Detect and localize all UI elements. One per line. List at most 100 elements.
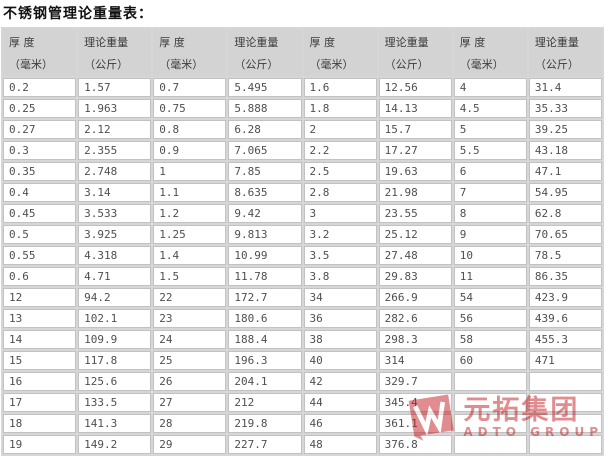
cell-weight: 4.71 — [78, 267, 152, 286]
cell-weight: 219.8 — [228, 414, 302, 433]
cell-thickness: 4.5 — [453, 99, 527, 118]
cell-weight: 109.9 — [78, 330, 152, 349]
cell-thickness: 42 — [303, 372, 377, 391]
cell-thickness: 34 — [303, 288, 377, 307]
table-row: 12 94.2 22 172.7 34 266.9 54 423.9 — [3, 288, 602, 307]
cell-thickness: 44 — [303, 393, 377, 412]
cell-thickness: 25 — [153, 351, 227, 370]
cell-weight: 2.12 — [78, 120, 152, 139]
table-row: 15 117.8 25 196.3 40 314 60 471 — [3, 351, 602, 370]
cell-thickness: 56 — [453, 309, 527, 328]
cell-weight: 12.56 — [378, 78, 452, 97]
cell-weight: 149.2 — [78, 435, 152, 454]
cell-weight: 314 — [378, 351, 452, 370]
cell-weight: 1.963 — [78, 99, 152, 118]
cell-thickness: 26 — [153, 372, 227, 391]
cell-thickness: 8 — [453, 204, 527, 223]
column-header: 厚 度（毫米） — [153, 29, 227, 76]
cell-weight: 15.7 — [378, 120, 452, 139]
cell-weight: 204.1 — [228, 372, 302, 391]
cell-thickness: 3.8 — [303, 267, 377, 286]
cell-thickness: 16 — [3, 372, 77, 391]
cell-thickness: 24 — [153, 330, 227, 349]
cell-weight: 471 — [528, 351, 602, 370]
cell-thickness: 5.5 — [453, 141, 527, 160]
cell-weight: 70.65 — [528, 225, 602, 244]
cell-weight: 227.7 — [228, 435, 302, 454]
cell-thickness: 23 — [153, 309, 227, 328]
cell-weight: 39.25 — [528, 120, 602, 139]
cell-weight — [528, 435, 602, 454]
cell-weight: 25.12 — [378, 225, 452, 244]
table-row: 0.4 3.14 1.1 8.635 2.8 21.98 7 54.95 — [3, 183, 602, 202]
column-header: 理论重量 （公斤） — [228, 29, 302, 76]
cell-weight: 117.8 — [78, 351, 152, 370]
cell-weight: 23.55 — [378, 204, 452, 223]
cell-thickness: 5 — [453, 120, 527, 139]
cell-thickness — [453, 414, 527, 433]
cell-weight: 10.99 — [228, 246, 302, 265]
cell-thickness: 0.27 — [3, 120, 77, 139]
cell-weight: 7.065 — [228, 141, 302, 160]
cell-weight: 29.83 — [378, 267, 452, 286]
cell-thickness: 18 — [3, 414, 77, 433]
table-row: 17 133.5 27 212 44 345.4 — [3, 393, 602, 412]
cell-weight: 17.27 — [378, 141, 452, 160]
cell-thickness: 0.6 — [3, 267, 77, 286]
cell-thickness: 0.25 — [3, 99, 77, 118]
cell-thickness: 2.2 — [303, 141, 377, 160]
cell-thickness: 2 — [303, 120, 377, 139]
cell-thickness: 3.5 — [303, 246, 377, 265]
cell-weight: 423.9 — [528, 288, 602, 307]
cell-thickness: 19 — [3, 435, 77, 454]
cell-weight: 5.888 — [228, 99, 302, 118]
cell-weight: 5.495 — [228, 78, 302, 97]
cell-weight: 19.63 — [378, 162, 452, 181]
cell-weight: 439.6 — [528, 309, 602, 328]
cell-weight: 361.1 — [378, 414, 452, 433]
table-row: 0.35 2.748 1 7.85 2.5 19.63 6 47.1 — [3, 162, 602, 181]
cell-thickness: 1.1 — [153, 183, 227, 202]
cell-weight: 27.48 — [378, 246, 452, 265]
cell-thickness: 60 — [453, 351, 527, 370]
cell-thickness: 3 — [303, 204, 377, 223]
cell-thickness — [453, 372, 527, 391]
cell-weight: 298.3 — [378, 330, 452, 349]
column-header: 理论重量 （公斤） — [528, 29, 602, 76]
cell-thickness: 9 — [453, 225, 527, 244]
cell-weight: 2.748 — [78, 162, 152, 181]
cell-thickness: 46 — [303, 414, 377, 433]
cell-weight: 9.813 — [228, 225, 302, 244]
cell-weight: 125.6 — [78, 372, 152, 391]
cell-weight: 282.6 — [378, 309, 452, 328]
cell-thickness: 0.5 — [3, 225, 77, 244]
cell-weight — [528, 372, 602, 391]
cell-weight: 345.4 — [378, 393, 452, 412]
cell-thickness — [453, 393, 527, 412]
cell-thickness: 38 — [303, 330, 377, 349]
cell-thickness: 1 — [153, 162, 227, 181]
cell-weight: 9.42 — [228, 204, 302, 223]
table-row: 16 125.6 26 204.1 42 329.7 — [3, 372, 602, 391]
cell-thickness: 17 — [3, 393, 77, 412]
cell-thickness: 4 — [453, 78, 527, 97]
cell-weight: 102.1 — [78, 309, 152, 328]
cell-thickness: 28 — [153, 414, 227, 433]
cell-thickness: 1.25 — [153, 225, 227, 244]
cell-thickness: 40 — [303, 351, 377, 370]
cell-thickness: 2.5 — [303, 162, 377, 181]
cell-thickness: 0.9 — [153, 141, 227, 160]
cell-weight: 7.85 — [228, 162, 302, 181]
cell-weight: 14.13 — [378, 99, 452, 118]
cell-weight: 133.5 — [78, 393, 152, 412]
cell-weight: 47.1 — [528, 162, 602, 181]
column-header: 厚 度（毫米） — [453, 29, 527, 76]
column-header: 理论重量 （公斤） — [378, 29, 452, 76]
cell-weight: 3.14 — [78, 183, 152, 202]
cell-weight: 94.2 — [78, 288, 152, 307]
cell-thickness: 0.8 — [153, 120, 227, 139]
cell-thickness: 1.2 — [153, 204, 227, 223]
cell-thickness: 6 — [453, 162, 527, 181]
cell-weight: 2.355 — [78, 141, 152, 160]
